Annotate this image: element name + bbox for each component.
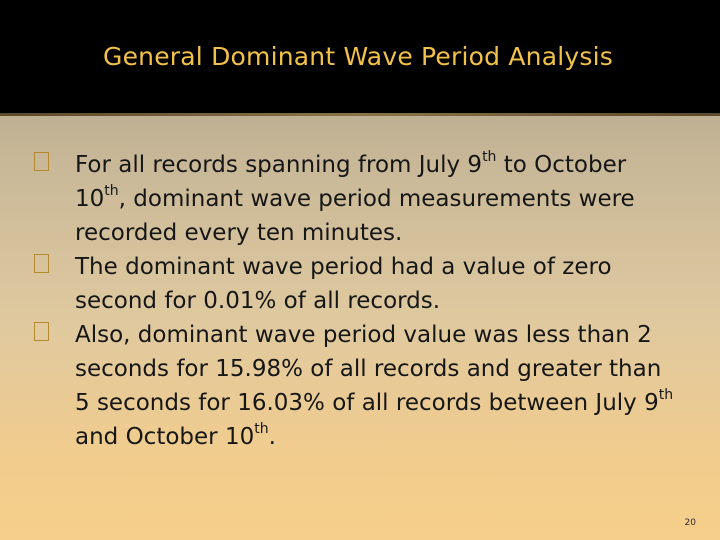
bullet-icon (34, 254, 49, 273)
bullet-3-superscript-2: th (254, 421, 269, 438)
bullet-1-text-part-2: to October 10 (75, 152, 627, 212)
title-divider (0, 113, 720, 116)
bullet-2-text: The dominant wave period had a value of … (75, 254, 612, 314)
bullet-1-text-part-3: , dominant wave period measurements were… (75, 186, 635, 246)
bullet-3-text-part-3: . (268, 424, 276, 450)
slide-title: General Dominant Wave Period Analysis (103, 42, 613, 71)
bullet-3-text-part-2: and October 10 (75, 424, 255, 450)
bullet-1-superscript-1: th (482, 149, 497, 166)
bullet-1-text-part-1: For all records spanning from July 9 (75, 152, 483, 178)
bullet-3-text-part-1: Also, dominant wave period value was les… (75, 322, 662, 416)
title-bar: General Dominant Wave Period Analysis (0, 0, 720, 113)
bullet-3-superscript-1: th (658, 387, 674, 404)
bullet-list: For all records spanning from July 9th t… (30, 148, 680, 454)
bullet-1-superscript-2: th (104, 183, 119, 200)
page-number: 20 (684, 518, 696, 528)
bullet-item-3: Also, dominant wave period value was les… (30, 318, 680, 454)
bullet-item-2: The dominant wave period had a value of … (30, 250, 680, 318)
bullet-item-1: For all records spanning from July 9th t… (30, 148, 680, 250)
bullet-icon (34, 322, 49, 341)
bullet-icon (34, 152, 49, 171)
